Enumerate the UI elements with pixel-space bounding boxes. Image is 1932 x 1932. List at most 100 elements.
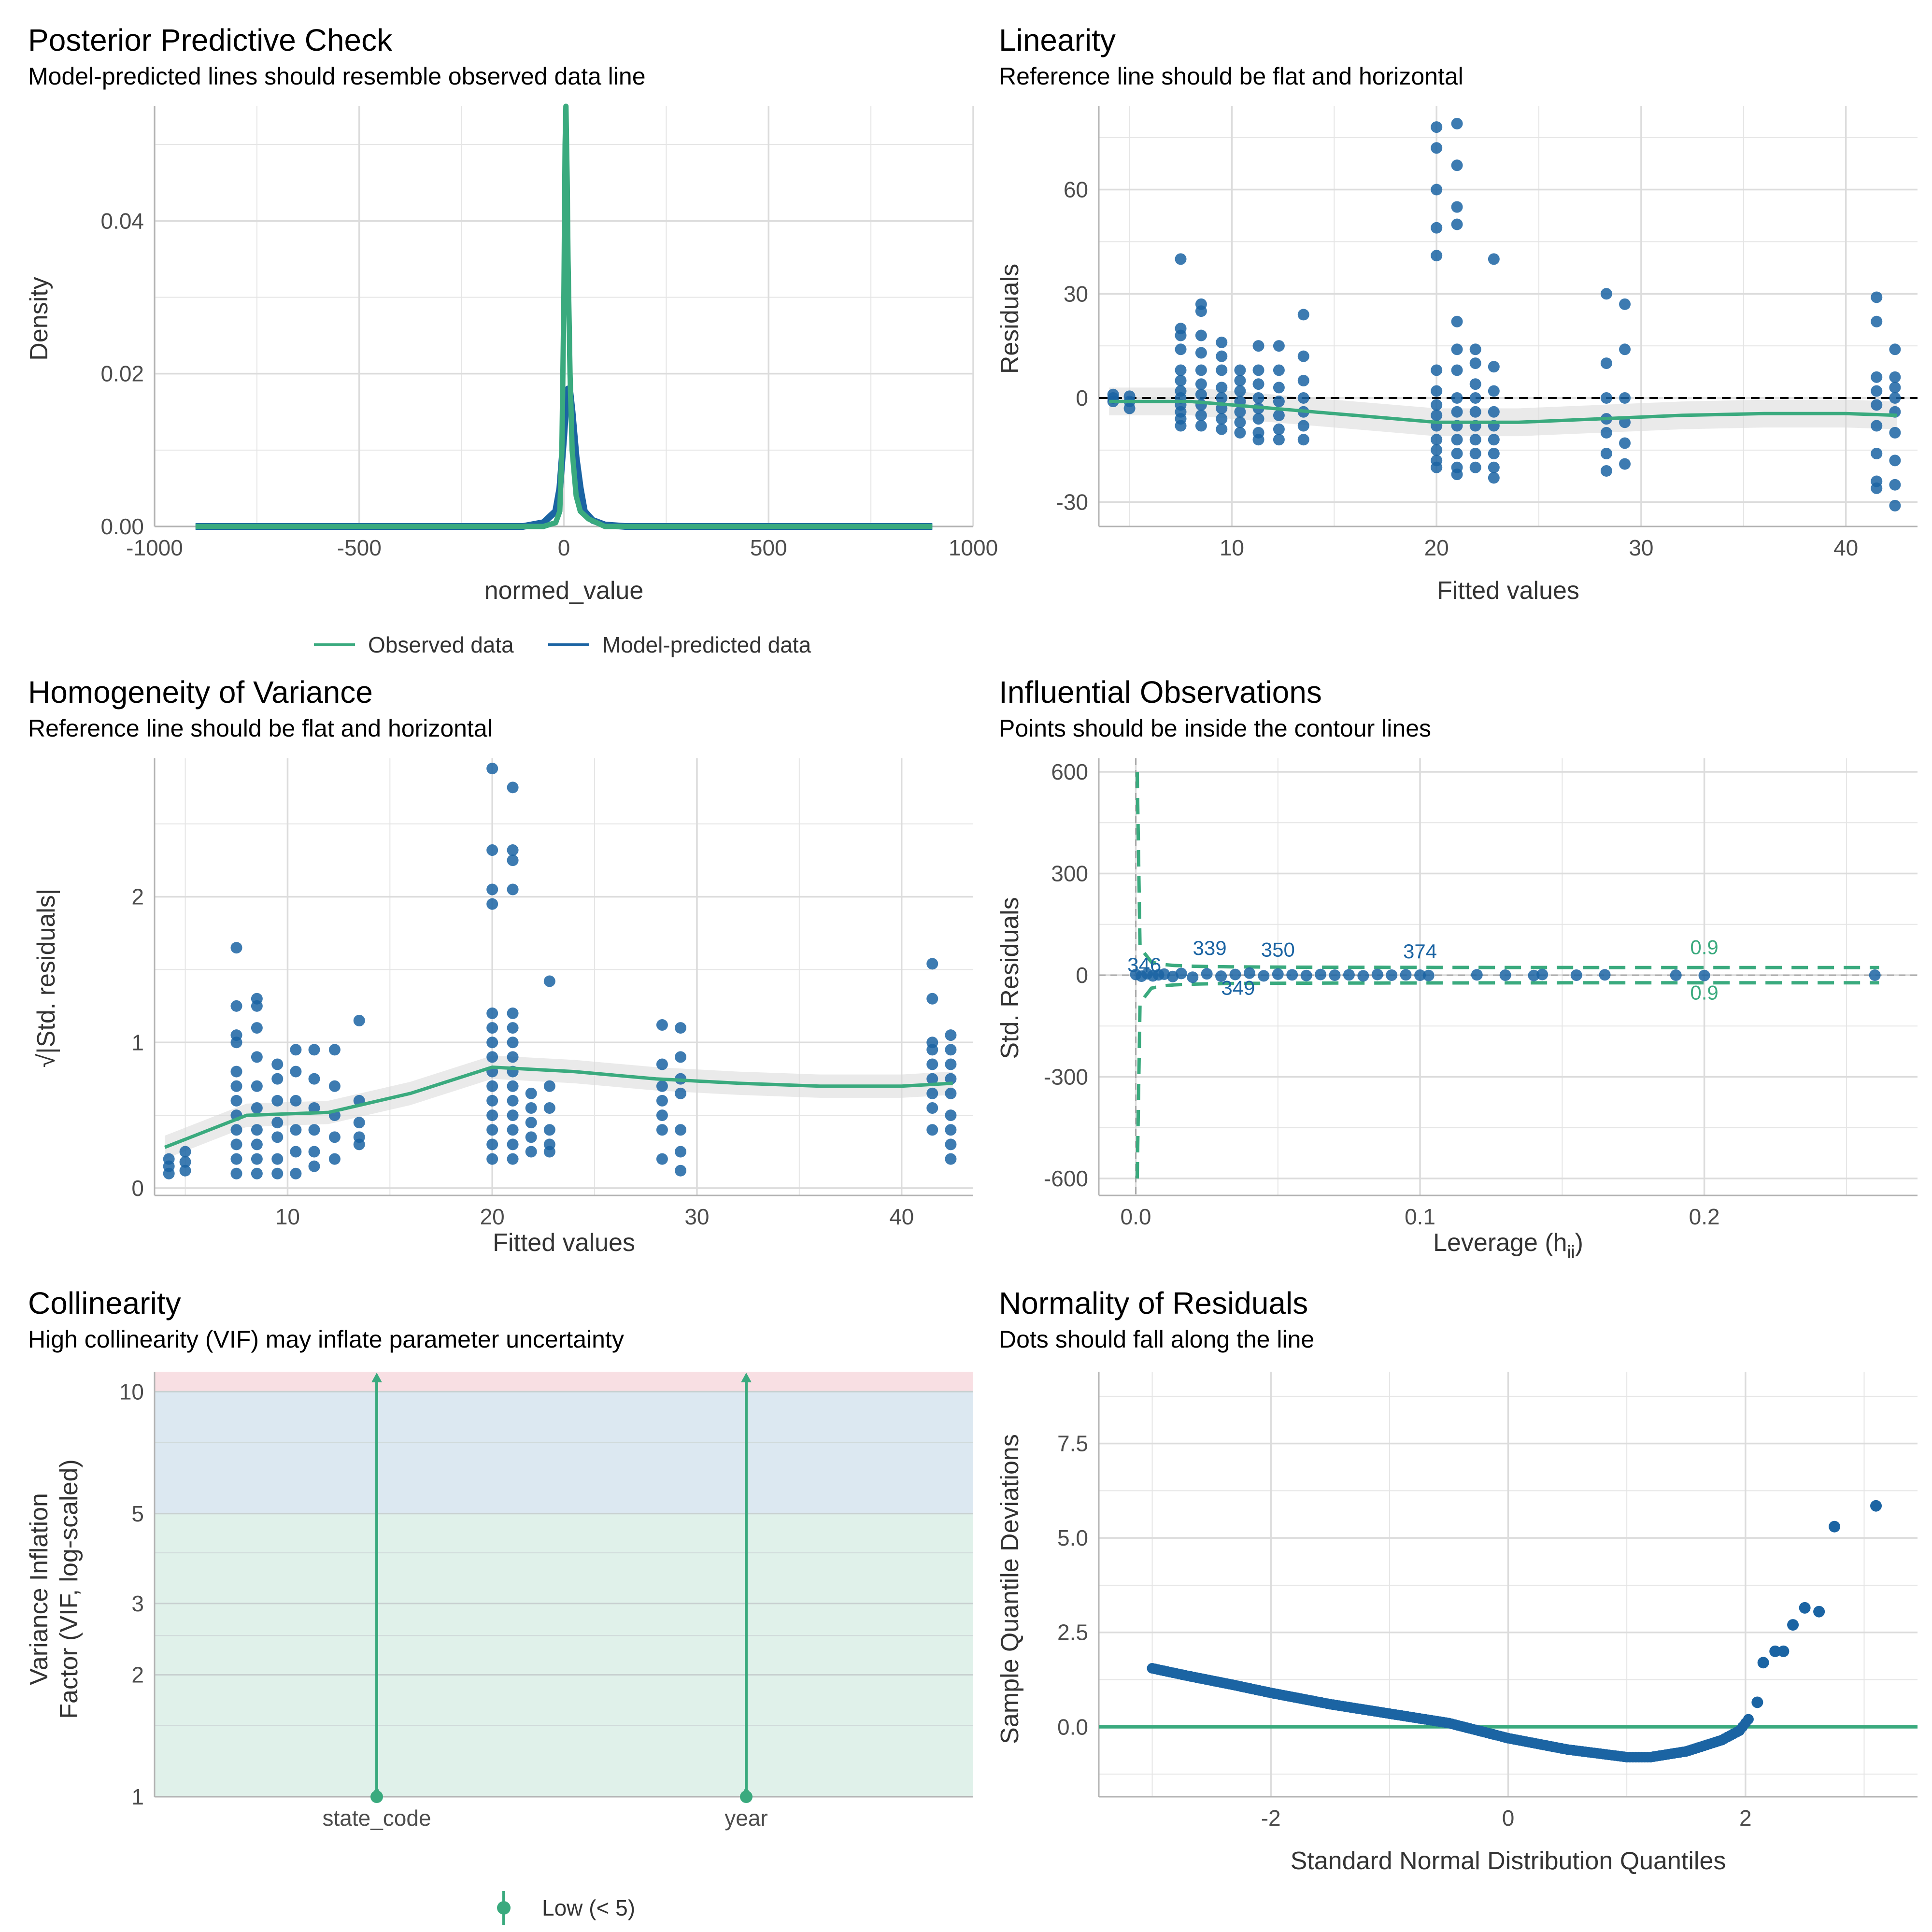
- data-point: [1195, 364, 1207, 376]
- data-point: [507, 844, 519, 856]
- data-point: [926, 1102, 938, 1114]
- data-point: [251, 1000, 263, 1012]
- data-point: [1234, 375, 1246, 387]
- data-point: [230, 1080, 242, 1092]
- data-point: [1175, 343, 1187, 355]
- data-point: [656, 1058, 668, 1070]
- data-point: [525, 1087, 537, 1099]
- data-point: [507, 781, 519, 794]
- data-point: [251, 1124, 263, 1136]
- x-tick-label: 1000: [949, 535, 998, 560]
- data-point: [1195, 347, 1207, 359]
- data-point: [1451, 434, 1463, 446]
- y-tick-label: 60: [1064, 177, 1088, 202]
- data-point: [1386, 969, 1398, 981]
- data-point: [1600, 448, 1612, 460]
- data-point: [507, 1138, 519, 1151]
- x-axis-label: Standard Normal Distribution Quantiles: [1291, 1847, 1726, 1875]
- data-point: [1431, 222, 1443, 234]
- data-point: [507, 1022, 519, 1034]
- y-tick-label: -30: [1056, 490, 1088, 515]
- data-point: [1215, 970, 1227, 982]
- x-tick-label: 0: [1502, 1805, 1515, 1831]
- data-point: [1698, 969, 1710, 981]
- data-point: [328, 1080, 341, 1092]
- smooth-line: [164, 1065, 953, 1149]
- data-point: [656, 1153, 668, 1165]
- data-point: [1431, 409, 1443, 421]
- data-point: [290, 1094, 302, 1107]
- data-point: [1175, 329, 1187, 341]
- data-point: [507, 1037, 519, 1049]
- data-point: [486, 1153, 498, 1165]
- data-point: [486, 763, 498, 775]
- data-point: [1619, 458, 1631, 470]
- data-point: [1297, 420, 1309, 432]
- data-point: [1234, 416, 1246, 428]
- data-point: [1469, 448, 1481, 460]
- data-point: [230, 1167, 242, 1179]
- data-point: [1234, 364, 1246, 376]
- data-point: [251, 1138, 263, 1151]
- y-tick-label: 0.0: [1057, 1714, 1088, 1739]
- data-point: [1488, 448, 1500, 460]
- x-tick-label: 0.1: [1405, 1204, 1435, 1229]
- point-label: 346: [1127, 953, 1161, 976]
- data-point: [1216, 336, 1228, 348]
- x-tick-label: 0: [558, 535, 570, 560]
- data-point: [1258, 970, 1270, 982]
- data-point: [1175, 420, 1187, 432]
- data-point: [1252, 434, 1264, 446]
- data-point: [507, 883, 519, 895]
- data-point: [1600, 426, 1612, 439]
- data-point: [486, 1094, 498, 1107]
- x-axis-label: normed_value: [484, 577, 644, 605]
- data-point: [945, 1073, 957, 1085]
- data-point: [507, 1153, 519, 1165]
- x-tick-label: 30: [684, 1204, 709, 1229]
- data-point: [656, 1080, 668, 1092]
- panel-subtitle: Model-predicted lines should resemble ob…: [28, 63, 646, 90]
- data-point: [1600, 392, 1612, 404]
- data-point: [1216, 392, 1228, 404]
- x-tick-label: -1000: [126, 535, 183, 560]
- data-point: [179, 1146, 191, 1158]
- data-point: [1201, 968, 1213, 980]
- panel-title: Collinearity: [28, 1286, 181, 1321]
- panel-ppc: Posterior Predictive Check Model-predicte…: [25, 23, 998, 657]
- interval-arrow: [371, 1373, 382, 1382]
- data-point: [1528, 969, 1540, 981]
- data-point: [507, 1109, 519, 1122]
- data-point: [1471, 969, 1483, 981]
- data-point: [1451, 343, 1463, 355]
- qq-point: [1757, 1657, 1769, 1669]
- data-point: [926, 1073, 938, 1085]
- data-point: [486, 1124, 498, 1136]
- y-axis-label: Variance InflationFactor (VIF, log-scale…: [25, 1459, 83, 1719]
- data-point: [1297, 392, 1309, 404]
- data-point: [1431, 434, 1443, 446]
- panel-title: Influential Observations: [999, 675, 1322, 710]
- y-axis-label-line1: Variance Inflation: [25, 1493, 53, 1685]
- data-point: [1889, 371, 1901, 383]
- data-point: [1216, 350, 1228, 362]
- data-point: [1871, 315, 1883, 327]
- qq-point: [1870, 1500, 1882, 1512]
- data-point: [1175, 967, 1187, 980]
- data-point: [353, 1117, 365, 1129]
- data-point: [1871, 291, 1883, 303]
- data-point: [1431, 385, 1443, 397]
- qq-point: [1829, 1520, 1841, 1533]
- data-point: [353, 1015, 365, 1026]
- data-point: [251, 1051, 263, 1063]
- data-point: [1536, 968, 1548, 980]
- data-point: [1272, 968, 1284, 980]
- panel-influential: Influential Observations Points should be…: [996, 675, 1918, 1262]
- data-point: [290, 1065, 302, 1078]
- y-tick-label: 300: [1051, 861, 1088, 886]
- data-point: [1273, 396, 1285, 408]
- y-axis-label-line2: Factor (VIF, log-scaled): [55, 1459, 83, 1719]
- data-point: [1431, 399, 1443, 411]
- data-point: [230, 1124, 242, 1136]
- data-point: [926, 1124, 938, 1136]
